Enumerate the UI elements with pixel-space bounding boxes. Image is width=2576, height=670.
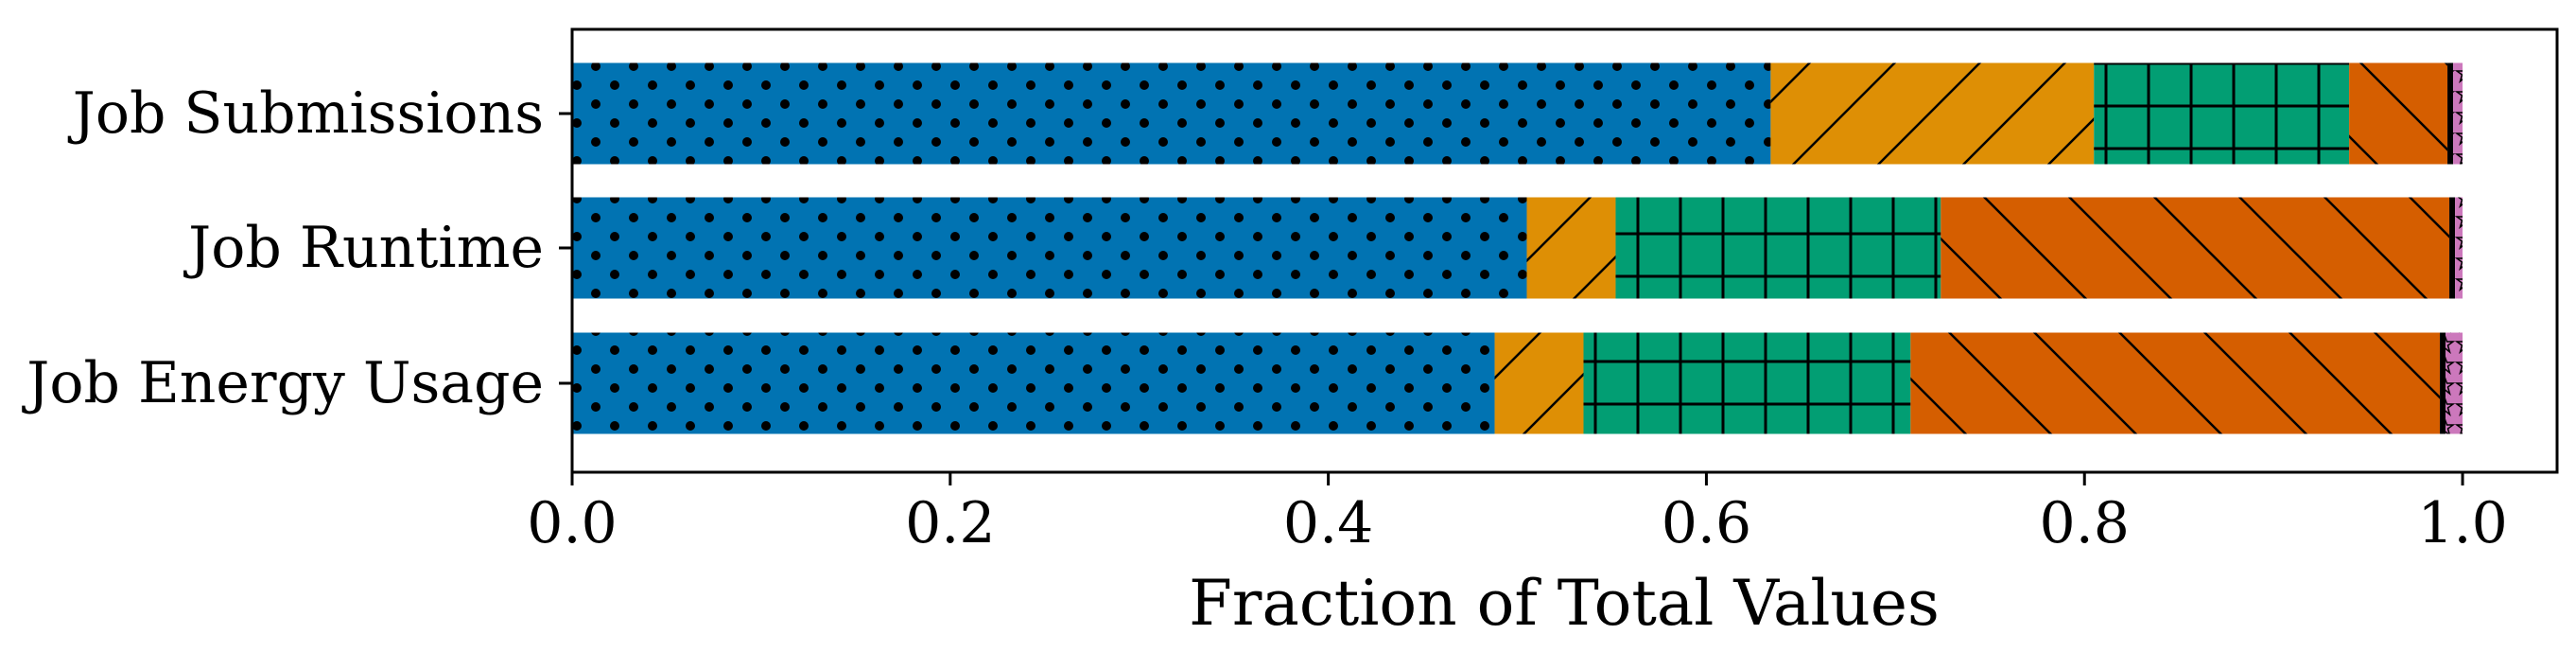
bar-segment-hatch — [1910, 332, 2441, 434]
x-axis: 0.0 0.2 0.4 0.6 0.8 1.0 — [527, 472, 2508, 556]
x-tick-label: 0.4 — [1283, 490, 1373, 556]
y-axis: Job Submissions Job Runtime Job Energy Usa… — [21, 80, 572, 416]
x-axis-title: Fraction of Total Values — [1189, 567, 1940, 640]
x-tick-label: 0.0 — [527, 490, 617, 556]
bar-segment-hatch — [1494, 332, 1584, 434]
bar-segment-hatch — [2453, 62, 2463, 165]
x-tick-label: 0.2 — [905, 490, 995, 556]
bar-segment-hatch — [1526, 197, 1616, 299]
bar-segment-hatch — [1941, 197, 2450, 299]
bar-segment — [2449, 197, 2456, 299]
x-tick-label: 0.6 — [1662, 490, 1751, 556]
bar-segment — [2440, 332, 2446, 434]
y-tick-label: Job Runtime — [183, 215, 544, 281]
bar-segment-hatch — [1770, 62, 2095, 165]
plot-frame — [570, 27, 2559, 474]
bar-segment — [2447, 62, 2454, 165]
y-tick-label: Job Energy Usage — [21, 350, 544, 416]
bar-segment-hatch — [2094, 62, 2350, 165]
bar-segments — [572, 62, 2463, 434]
bar-segment-hatch — [572, 62, 1771, 165]
bar-segment-hatch — [2455, 197, 2463, 299]
bar-segment-hatch — [2349, 62, 2448, 165]
x-tick-label: 1.0 — [2417, 490, 2507, 556]
bar-segment-hatch — [572, 197, 1527, 299]
x-tick-label: 0.8 — [2040, 490, 2130, 556]
bar-segment-hatch — [1615, 197, 1941, 299]
bar-segment-hatch — [572, 332, 1495, 434]
bar-segment-hatch — [1583, 332, 1911, 434]
y-tick-label: Job Submissions — [67, 80, 544, 147]
bar-segment-hatch — [2445, 332, 2463, 434]
